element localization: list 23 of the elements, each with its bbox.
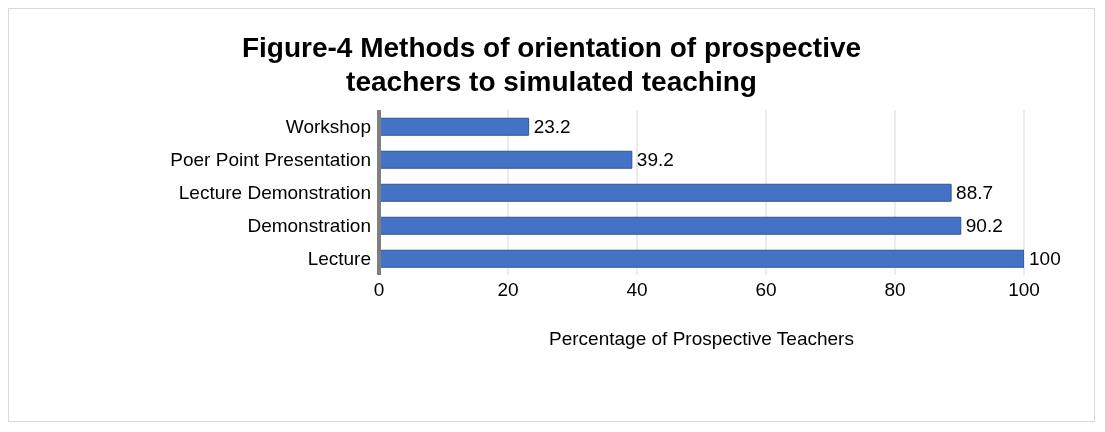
data-label: 23.2	[533, 116, 571, 138]
data-label: 39.2	[636, 149, 674, 171]
bar	[379, 150, 633, 169]
x-tick-label: 40	[626, 279, 648, 301]
data-label: 88.7	[956, 182, 994, 204]
y-tick-label: Demonstration	[247, 215, 371, 237]
y-tick-label: Workshop	[285, 116, 371, 138]
bar	[379, 117, 530, 136]
chart-title: Figure-4 Methods of orientation of prospective teachers to simulated teaching	[240, 31, 863, 99]
bar	[379, 216, 962, 235]
x-tick-label: 60	[755, 279, 777, 301]
x-tick-label: 0	[373, 279, 385, 301]
data-label: 100	[1029, 248, 1061, 270]
y-tick-label: Poer Point Presentation	[170, 149, 371, 171]
y-tick-label: Lecture Demonstration	[178, 182, 371, 204]
y-tick-label: Lecture	[307, 248, 371, 270]
x-axis-title: Percentage of Prospective Teachers	[549, 328, 854, 349]
x-tick-label: 80	[884, 279, 906, 301]
x-tick-label: 100	[1008, 279, 1040, 301]
bar	[379, 183, 952, 202]
data-label: 90.2	[965, 215, 1003, 237]
bar	[379, 249, 1024, 268]
x-tick-label: 20	[497, 279, 519, 301]
